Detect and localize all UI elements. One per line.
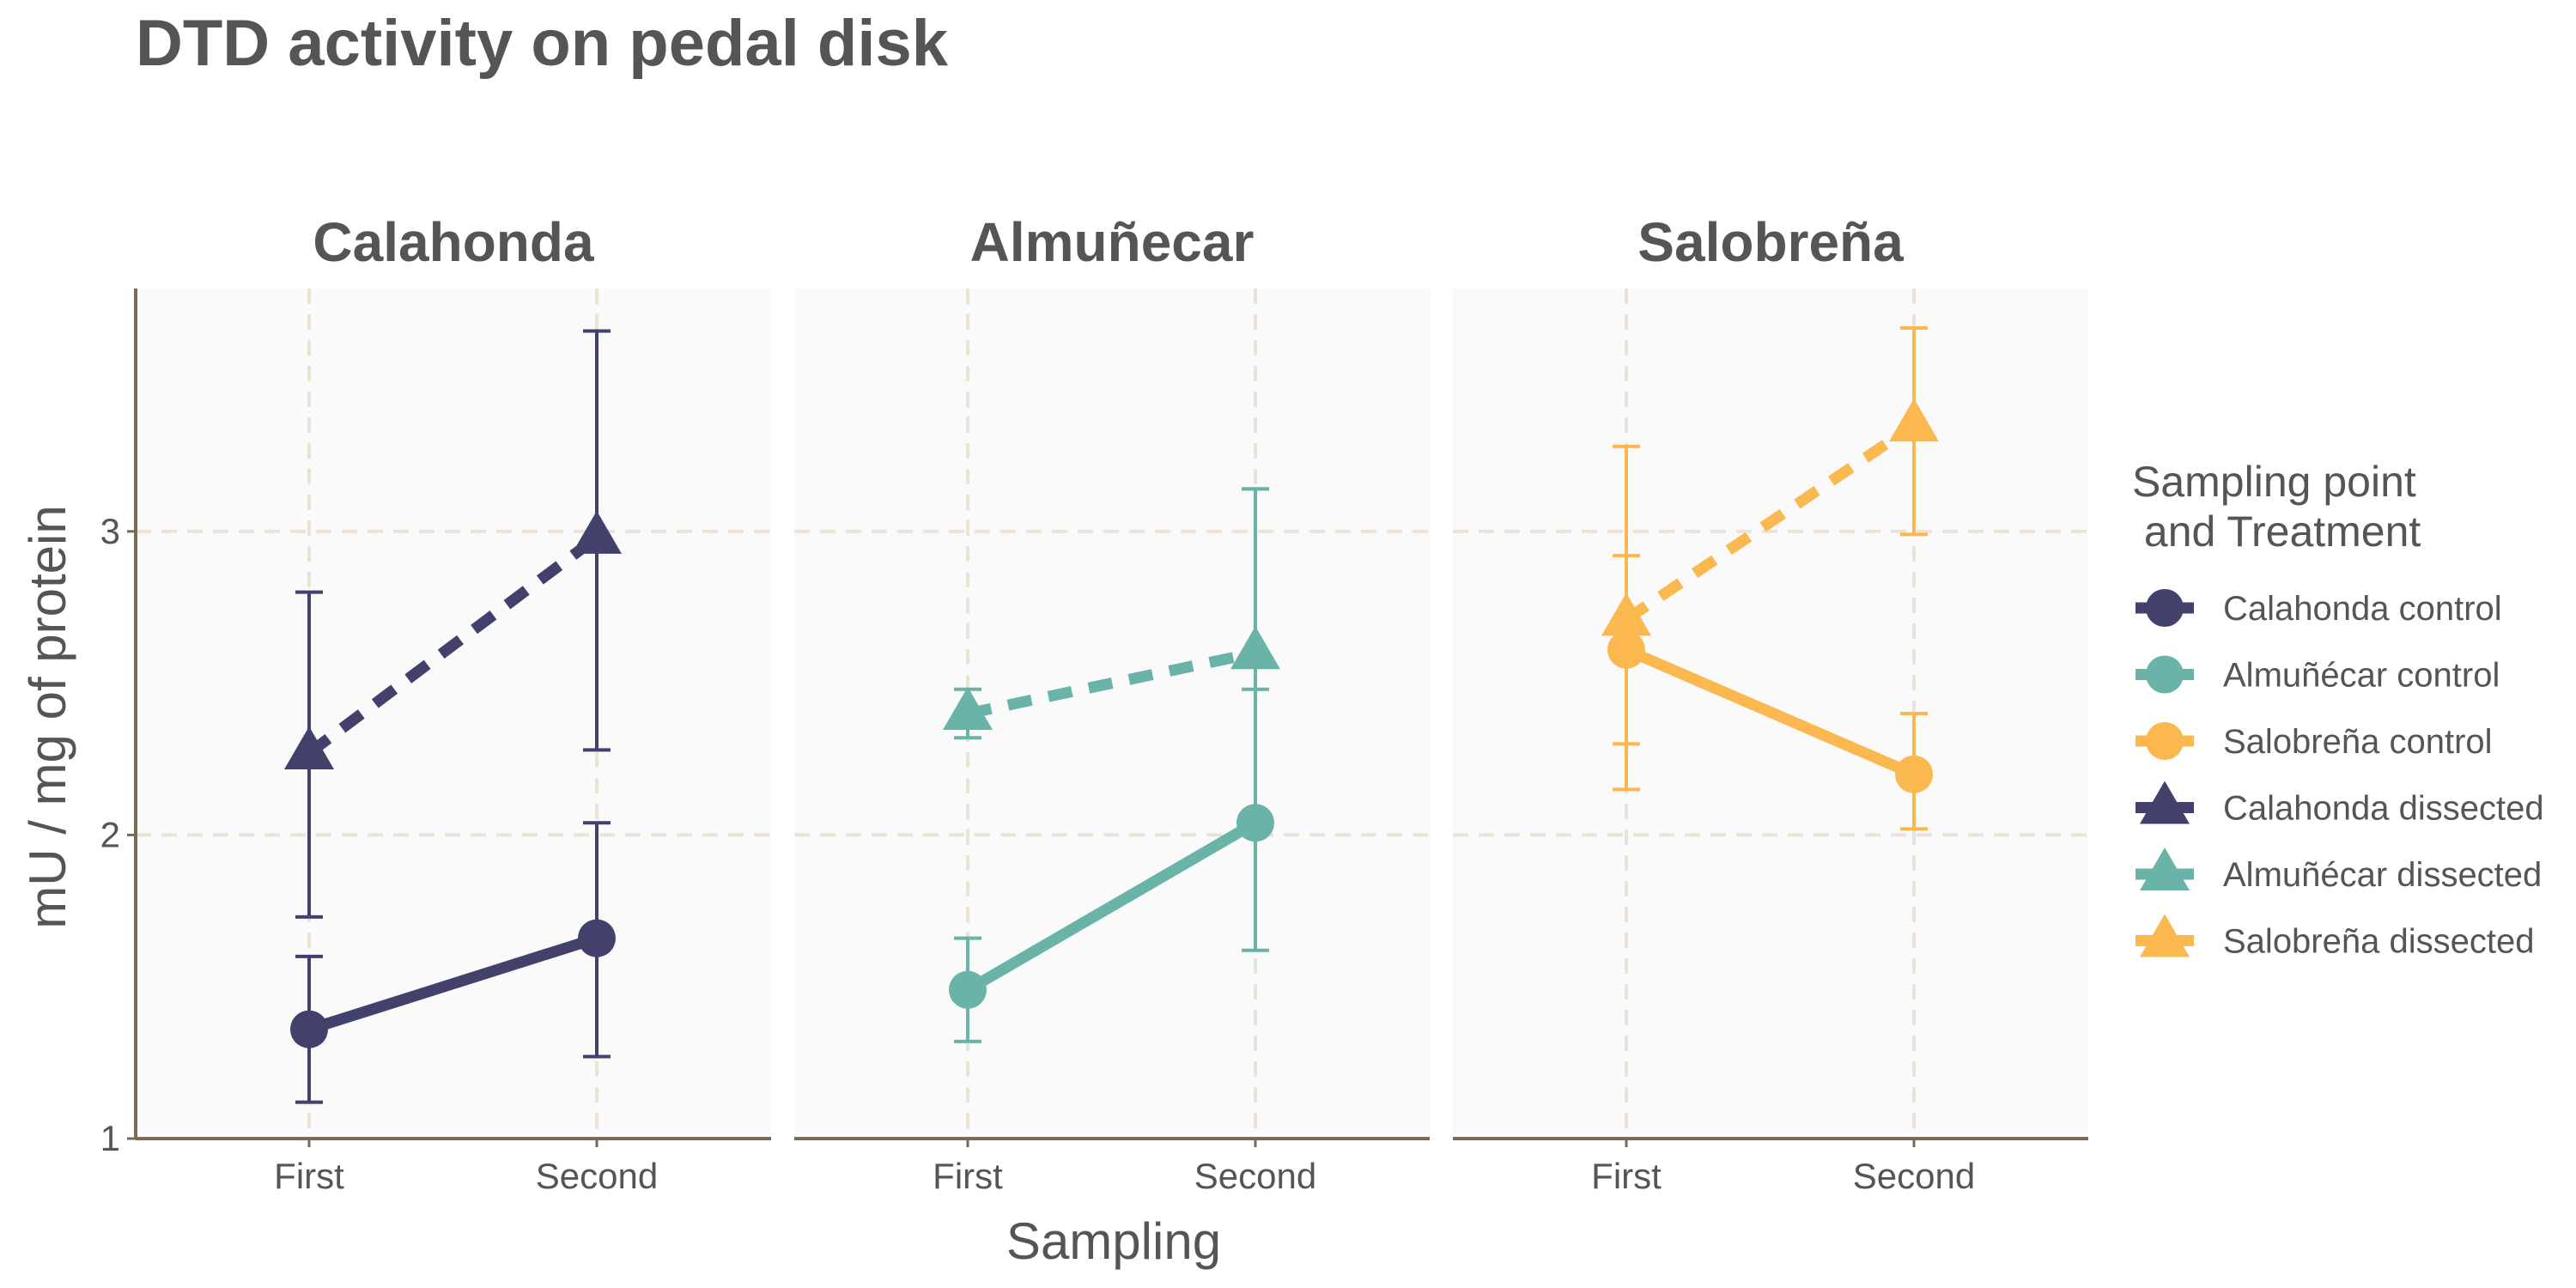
legend-triangle-marker <box>2140 914 2190 957</box>
legend-label: Calahonda control <box>2223 590 2502 628</box>
series-calahonda-dissected <box>284 329 622 919</box>
legend-item: Almuñécar dissected <box>2136 848 2542 894</box>
panel-almuñecar: Almuñecar First Second <box>794 211 1430 1196</box>
data-point <box>949 970 987 1009</box>
series-line <box>1623 420 1917 624</box>
legend-item: Salobreña dissected <box>2136 914 2534 961</box>
series-calahonda-control <box>290 821 616 1104</box>
y-axis-label: mU / mg of protein <box>19 505 76 929</box>
legend-item: Calahonda dissected <box>2136 781 2544 828</box>
series-line <box>966 647 1257 720</box>
panel-salobreña: Salobreña First Second <box>1453 211 2088 1196</box>
series-salobreña-dissected <box>1601 325 1939 792</box>
legend-circle-marker <box>2146 655 2184 694</box>
x-axis-label: Sampling <box>1006 1212 1221 1270</box>
x-tick-label: Second <box>536 1156 658 1196</box>
panel-title: Salobreña <box>1637 211 1904 273</box>
data-point <box>1895 755 1933 793</box>
panel-calahonda: Calahonda First Second <box>136 211 771 1196</box>
series-almuñécar-dissected <box>943 487 1280 740</box>
x-tick-label: Second <box>1853 1156 1975 1196</box>
legend-item: Calahonda control <box>2136 589 2502 628</box>
x-tick-label: First <box>1591 1156 1662 1196</box>
x-tick-label: First <box>274 1156 344 1196</box>
data-point <box>1601 592 1651 636</box>
panel-title: Calahonda <box>313 211 594 273</box>
legend-circle-marker <box>2146 589 2184 627</box>
data-point <box>1230 626 1280 670</box>
data-point <box>578 919 616 957</box>
data-point <box>572 510 622 554</box>
legend-title: Sampling point and Treatment <box>2132 458 2421 556</box>
legend-title-line: and Treatment <box>2132 507 2421 556</box>
series-line <box>1624 644 1917 780</box>
legend-triangle-marker <box>2140 781 2190 824</box>
data-point <box>943 687 993 730</box>
legend-circle-marker <box>2146 722 2184 760</box>
chart-title: DTD activity on pedal disk <box>136 7 949 80</box>
data-point <box>290 1010 328 1048</box>
data-point <box>284 726 334 769</box>
series-line <box>307 933 598 1035</box>
legend-label: Salobreña dissected <box>2223 923 2534 961</box>
legend-label: Salobreña control <box>2223 723 2493 761</box>
series-line <box>964 817 1259 995</box>
panels: Calahonda First Second Almuñecar First Second… <box>100 211 2088 1196</box>
legend-label: Almuñécar dissected <box>2223 856 2542 894</box>
legend-title-line: Sampling point <box>2132 458 2416 506</box>
y-axis: 1 2 3 <box>100 289 137 1158</box>
legend-label: Almuñécar control <box>2223 657 2500 695</box>
data-point <box>1236 804 1274 842</box>
legend-item: Almuñécar control <box>2136 655 2500 695</box>
x-tick-label: First <box>933 1156 1003 1196</box>
y-tick-label: 1 <box>100 1118 120 1158</box>
x-tick-label: Second <box>1194 1156 1316 1196</box>
data-point <box>1889 398 1939 442</box>
legend-triangle-marker <box>2140 848 2190 890</box>
panel-background <box>794 289 1430 1139</box>
y-tick-label: 3 <box>100 511 120 551</box>
legend-label: Calahonda dissected <box>2223 790 2544 828</box>
panel-background <box>136 289 771 1139</box>
series-line <box>306 532 600 758</box>
panel-title: Almuñecar <box>970 211 1255 273</box>
legend: Sampling point and Treatment Calahonda co… <box>2132 458 2544 961</box>
y-tick-label: 2 <box>100 814 120 854</box>
legend-item: Salobreña control <box>2136 722 2493 761</box>
